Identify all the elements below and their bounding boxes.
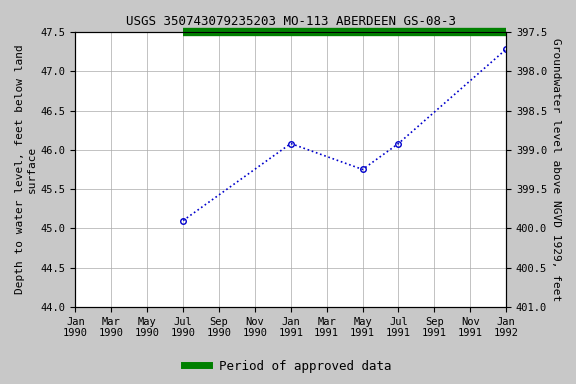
Title: USGS 350743079235203 MO-113 ABERDEEN GS-08-3: USGS 350743079235203 MO-113 ABERDEEN GS-… [126, 15, 456, 28]
Legend: Period of approved data: Period of approved data [179, 355, 397, 378]
Y-axis label: Depth to water level, feet below land
surface: Depth to water level, feet below land su… [15, 45, 37, 294]
Y-axis label: Groundwater level above NGVD 1929, feet: Groundwater level above NGVD 1929, feet [551, 38, 561, 301]
